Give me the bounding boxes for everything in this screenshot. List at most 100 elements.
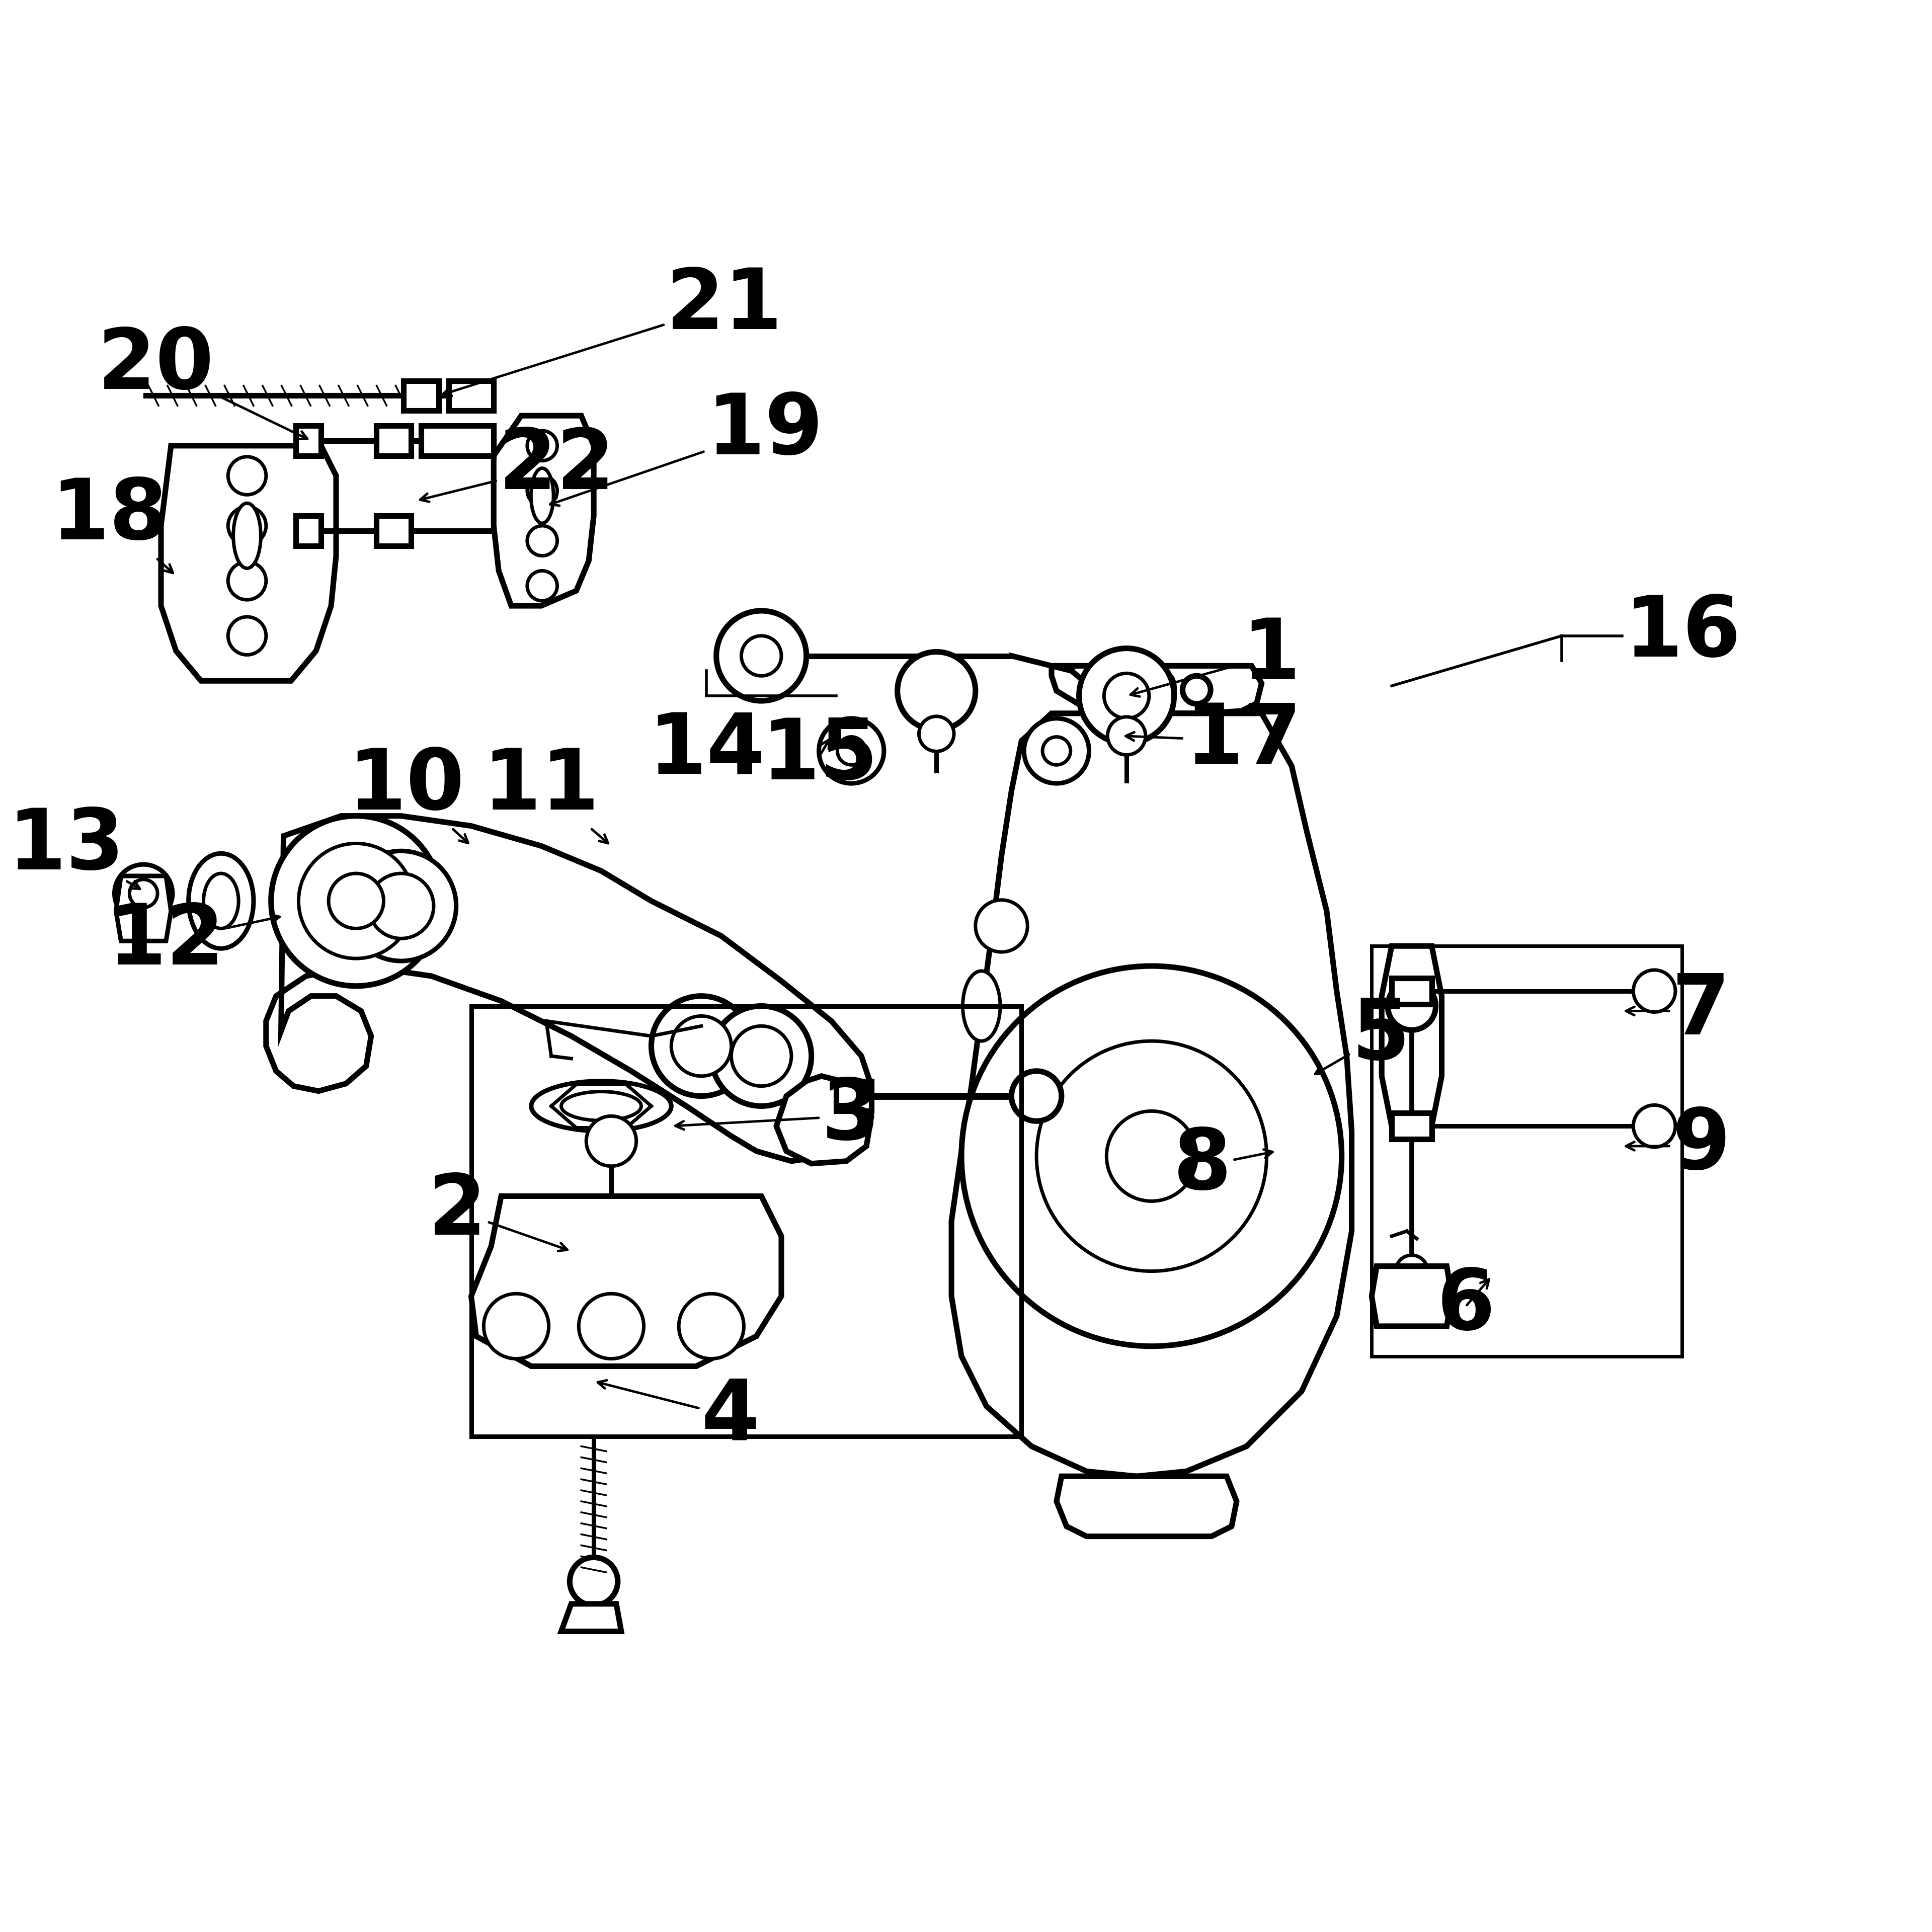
- Text: 18: 18: [50, 475, 174, 574]
- Text: 11: 11: [483, 746, 609, 842]
- Circle shape: [527, 526, 556, 556]
- Text: 2: 2: [427, 1171, 568, 1252]
- Circle shape: [346, 850, 456, 960]
- Circle shape: [920, 717, 954, 752]
- Circle shape: [1633, 970, 1675, 1012]
- Ellipse shape: [531, 468, 553, 524]
- Text: 7: 7: [1627, 970, 1731, 1053]
- Text: 20: 20: [99, 325, 307, 439]
- Polygon shape: [1051, 667, 1262, 713]
- Circle shape: [527, 475, 556, 506]
- Circle shape: [742, 636, 781, 676]
- Circle shape: [228, 616, 267, 655]
- Circle shape: [1012, 1070, 1061, 1121]
- Circle shape: [1036, 1041, 1267, 1271]
- Polygon shape: [160, 446, 336, 680]
- Polygon shape: [777, 1076, 871, 1163]
- Text: 15: 15: [761, 715, 877, 796]
- Polygon shape: [471, 1196, 781, 1366]
- Circle shape: [527, 570, 556, 601]
- Circle shape: [1043, 736, 1070, 765]
- Circle shape: [1078, 649, 1175, 744]
- Circle shape: [1107, 1111, 1196, 1202]
- Circle shape: [129, 879, 158, 908]
- Circle shape: [717, 611, 806, 701]
- Text: 9: 9: [1627, 1105, 1731, 1186]
- Circle shape: [228, 562, 267, 599]
- Polygon shape: [1381, 947, 1441, 1126]
- Ellipse shape: [962, 972, 1001, 1041]
- Bar: [1372, 947, 1683, 1356]
- Circle shape: [580, 1294, 643, 1358]
- Polygon shape: [421, 425, 495, 456]
- Circle shape: [228, 506, 267, 545]
- Ellipse shape: [234, 502, 261, 568]
- Circle shape: [1633, 1105, 1675, 1148]
- Circle shape: [585, 1117, 636, 1167]
- Polygon shape: [1391, 1113, 1432, 1140]
- Circle shape: [527, 431, 556, 460]
- Ellipse shape: [531, 1082, 670, 1130]
- Ellipse shape: [1159, 674, 1175, 701]
- Text: 1: 1: [1130, 614, 1300, 697]
- Circle shape: [819, 719, 885, 782]
- Circle shape: [962, 966, 1341, 1347]
- Text: 8: 8: [1173, 1124, 1273, 1208]
- Polygon shape: [404, 381, 439, 412]
- Circle shape: [328, 873, 384, 929]
- Text: 10: 10: [348, 746, 468, 842]
- Text: 14: 14: [647, 709, 765, 792]
- Circle shape: [1395, 1256, 1428, 1287]
- Text: 3: 3: [676, 1074, 879, 1157]
- Ellipse shape: [203, 873, 238, 929]
- Polygon shape: [1391, 978, 1432, 1005]
- Polygon shape: [1372, 1265, 1451, 1325]
- Bar: [471, 1007, 1022, 1435]
- Polygon shape: [1057, 1476, 1236, 1536]
- Text: 13: 13: [8, 806, 139, 889]
- Text: 16: 16: [1625, 593, 1741, 674]
- Circle shape: [1182, 676, 1211, 703]
- Circle shape: [711, 1007, 811, 1107]
- Circle shape: [299, 844, 413, 958]
- Circle shape: [898, 651, 976, 730]
- Circle shape: [228, 456, 267, 495]
- Circle shape: [670, 1016, 732, 1076]
- Ellipse shape: [189, 854, 253, 949]
- Circle shape: [1113, 676, 1140, 703]
- Circle shape: [1387, 981, 1435, 1030]
- Circle shape: [651, 997, 752, 1095]
- Circle shape: [1024, 719, 1090, 782]
- Circle shape: [483, 1294, 549, 1358]
- Circle shape: [678, 1294, 744, 1358]
- Circle shape: [114, 864, 172, 922]
- Circle shape: [270, 815, 440, 985]
- Circle shape: [369, 873, 433, 939]
- Polygon shape: [448, 381, 495, 412]
- Polygon shape: [116, 875, 172, 941]
- Circle shape: [570, 1557, 618, 1605]
- Text: 6: 6: [1437, 1265, 1495, 1347]
- Text: 21: 21: [442, 265, 782, 396]
- Polygon shape: [377, 516, 412, 545]
- Polygon shape: [560, 1604, 622, 1631]
- Circle shape: [1103, 674, 1150, 719]
- Polygon shape: [377, 425, 412, 456]
- Text: 22: 22: [419, 425, 614, 506]
- Text: 12: 12: [108, 900, 280, 981]
- Polygon shape: [296, 425, 321, 456]
- Circle shape: [1107, 717, 1146, 755]
- Circle shape: [837, 736, 866, 765]
- Circle shape: [732, 1026, 792, 1086]
- Text: 5: 5: [1316, 995, 1410, 1076]
- Polygon shape: [267, 815, 871, 1161]
- Text: 17: 17: [1126, 699, 1302, 782]
- Circle shape: [976, 900, 1028, 952]
- Polygon shape: [837, 1082, 871, 1111]
- Text: 4: 4: [597, 1376, 759, 1457]
- Ellipse shape: [560, 1092, 641, 1121]
- Text: 19: 19: [551, 390, 823, 506]
- Polygon shape: [951, 713, 1352, 1476]
- Polygon shape: [296, 516, 321, 545]
- Polygon shape: [495, 415, 593, 607]
